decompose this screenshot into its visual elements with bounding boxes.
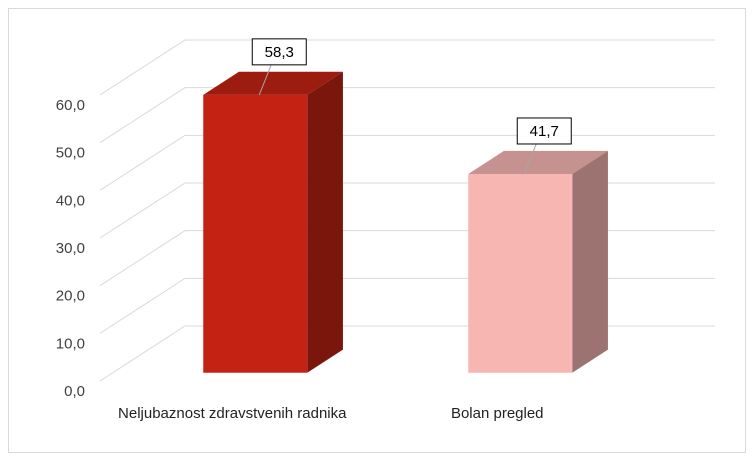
grid-line bbox=[99, 230, 715, 287]
y-tick-label: 10,0 bbox=[56, 335, 85, 352]
value-label-box bbox=[516, 117, 572, 145]
value-label: 58,3 bbox=[265, 44, 294, 61]
leader-line bbox=[258, 64, 272, 96]
grid-line bbox=[99, 39, 715, 96]
bar bbox=[203, 94, 308, 373]
y-tick-label: 50,0 bbox=[56, 145, 85, 162]
grid-line bbox=[99, 277, 715, 334]
bar-top bbox=[468, 150, 608, 174]
bar-side bbox=[307, 71, 343, 373]
grid-line bbox=[99, 87, 715, 144]
bar-side bbox=[572, 150, 608, 373]
grid-line bbox=[99, 325, 715, 382]
bar bbox=[468, 173, 573, 373]
y-tick-label: 30,0 bbox=[56, 240, 85, 257]
grid-line bbox=[99, 182, 715, 239]
bar-top bbox=[203, 71, 343, 95]
value-label-box bbox=[251, 38, 307, 66]
x-tick-label: Bolan pregled bbox=[450, 405, 544, 422]
value-label: 41,7 bbox=[530, 123, 559, 140]
y-tick-label: 60,0 bbox=[56, 97, 85, 114]
y-tick-label: 0,0 bbox=[64, 383, 85, 400]
y-tick-label: 40,0 bbox=[56, 192, 85, 209]
y-tick-label: 20,0 bbox=[56, 288, 85, 305]
chart-frame bbox=[8, 8, 746, 453]
grid-line bbox=[99, 134, 715, 191]
leader-line bbox=[523, 143, 537, 175]
x-tick-label: Neljubaznost zdravstvenih radnika bbox=[118, 405, 347, 422]
